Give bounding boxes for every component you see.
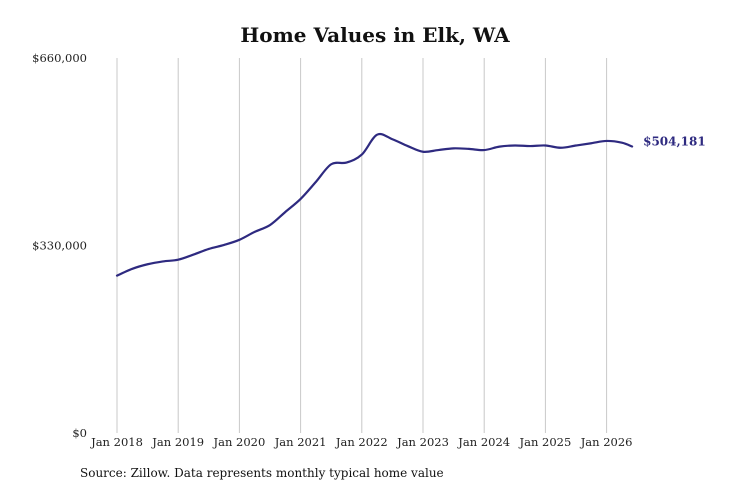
- chart-title: Home Values in Elk, WA: [240, 23, 510, 47]
- x-tick-label: Jan 2025: [519, 435, 572, 449]
- x-tick-label: Jan 2018: [90, 435, 143, 449]
- x-tick-label: Jan 2022: [335, 435, 388, 449]
- x-tick-label: Jan 2026: [580, 435, 633, 449]
- y-tick-label: $660,000: [32, 51, 87, 65]
- grid: [116, 58, 608, 433]
- x-tick-label: Jan 2020: [213, 435, 266, 449]
- series-layer: [115, 132, 634, 277]
- x-tick-label: Jan 2024: [457, 435, 510, 449]
- y-tick-label: $0: [72, 426, 87, 440]
- series-line: [115, 132, 634, 277]
- x-tick-label: Jan 2023: [396, 435, 449, 449]
- y-tick-label: $330,000: [32, 239, 87, 253]
- y-axis-ticks: $0 $330,000 $660,000: [32, 51, 87, 440]
- source-note: Source: Zillow. Data represents monthly …: [80, 466, 444, 480]
- x-axis-ticks: Jan 2018 Jan 2019 Jan 2020 Jan 2021 Jan 2022…: [90, 435, 632, 449]
- x-tick-label: Jan 2019: [151, 435, 204, 449]
- end-value-label: $504,181: [643, 135, 706, 149]
- x-tick-label: Jan 2021: [274, 435, 327, 449]
